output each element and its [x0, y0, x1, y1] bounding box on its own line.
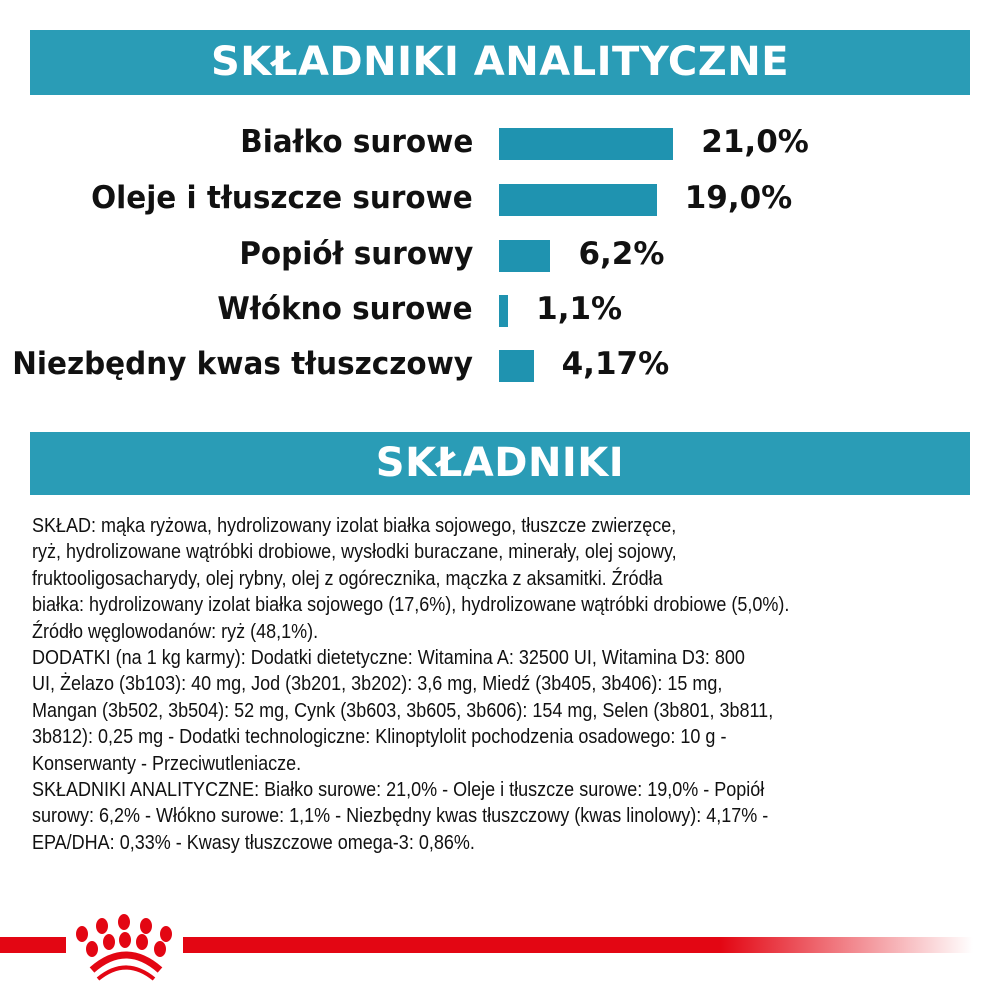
bar-value-label: 21,0%	[701, 124, 809, 160]
ingredients-line: ryż, hydrolizowane wątróbki drobiowe, wy…	[32, 541, 677, 564]
bar-label: Oleje i tłuszcze surowe	[91, 180, 473, 216]
ingredients-line: Źródło węglowodanów: ryż (48,1%).	[32, 620, 319, 643]
bar-label: Włókno surowe	[217, 291, 473, 327]
ingredients-line: surowy: 6,2% - Włókno surowe: 1,1% - Nie…	[32, 805, 769, 828]
brand-line-right	[183, 937, 973, 953]
ingredients-line: SKŁAD: mąka ryżowa, hydrolizowany izolat…	[32, 515, 677, 537]
brand-line-left	[0, 937, 66, 953]
bar-value-label: 1,1%	[536, 291, 623, 327]
bar-value-label: 6,2%	[578, 236, 665, 272]
bar	[499, 350, 534, 382]
ingredients-line: SKŁADNIKI ANALITYCZNE: Białko surowe: 21…	[32, 779, 765, 802]
bar	[499, 128, 674, 160]
ingredients-line: 3b812): 0,25 mg - Dodatki technologiczne…	[32, 726, 727, 749]
bar-label: Popiół surowy	[238, 236, 473, 272]
ingredients-line: Mangan (3b502, 3b504): 52 mg, Cynk (3b60…	[32, 699, 774, 722]
bar	[499, 240, 551, 272]
ingredients-text: SKŁAD: mąka ryżowa, hydrolizowany izolat…	[32, 513, 874, 856]
analytical-header: SKŁADNIKI ANALITYCZNE	[30, 30, 970, 95]
ingredients-line: fruktooligosacharydy, olej rybny, olej z…	[32, 567, 663, 590]
bar-value-label: 19,0%	[684, 180, 793, 216]
ingredients-line: białka: hydrolizowany izolat białka sojo…	[32, 594, 790, 617]
ingredients-header: SKŁADNIKI	[30, 432, 970, 495]
ingredients-line: UI, Żelazo (3b103): 40 mg, Jod (3b201, 3…	[32, 673, 723, 696]
bar-label: Niezbędny kwas tłuszczowy	[12, 346, 473, 382]
bar	[499, 295, 509, 327]
ingredients-line: DODATKI (na 1 kg karmy): Dodatki dietety…	[32, 647, 745, 670]
ingredients-line: Konserwanty - Przeciwutleniacze.	[32, 752, 302, 775]
bar-value-label: 4,17%	[561, 346, 670, 382]
bar	[499, 184, 657, 216]
ingredients-line: EPA/DHA: 0,33% - Kwasy tłuszczowe omega-…	[32, 831, 475, 854]
royal-canin-crown-logo	[76, 914, 172, 981]
bar-label: Białko surowe	[239, 124, 473, 160]
